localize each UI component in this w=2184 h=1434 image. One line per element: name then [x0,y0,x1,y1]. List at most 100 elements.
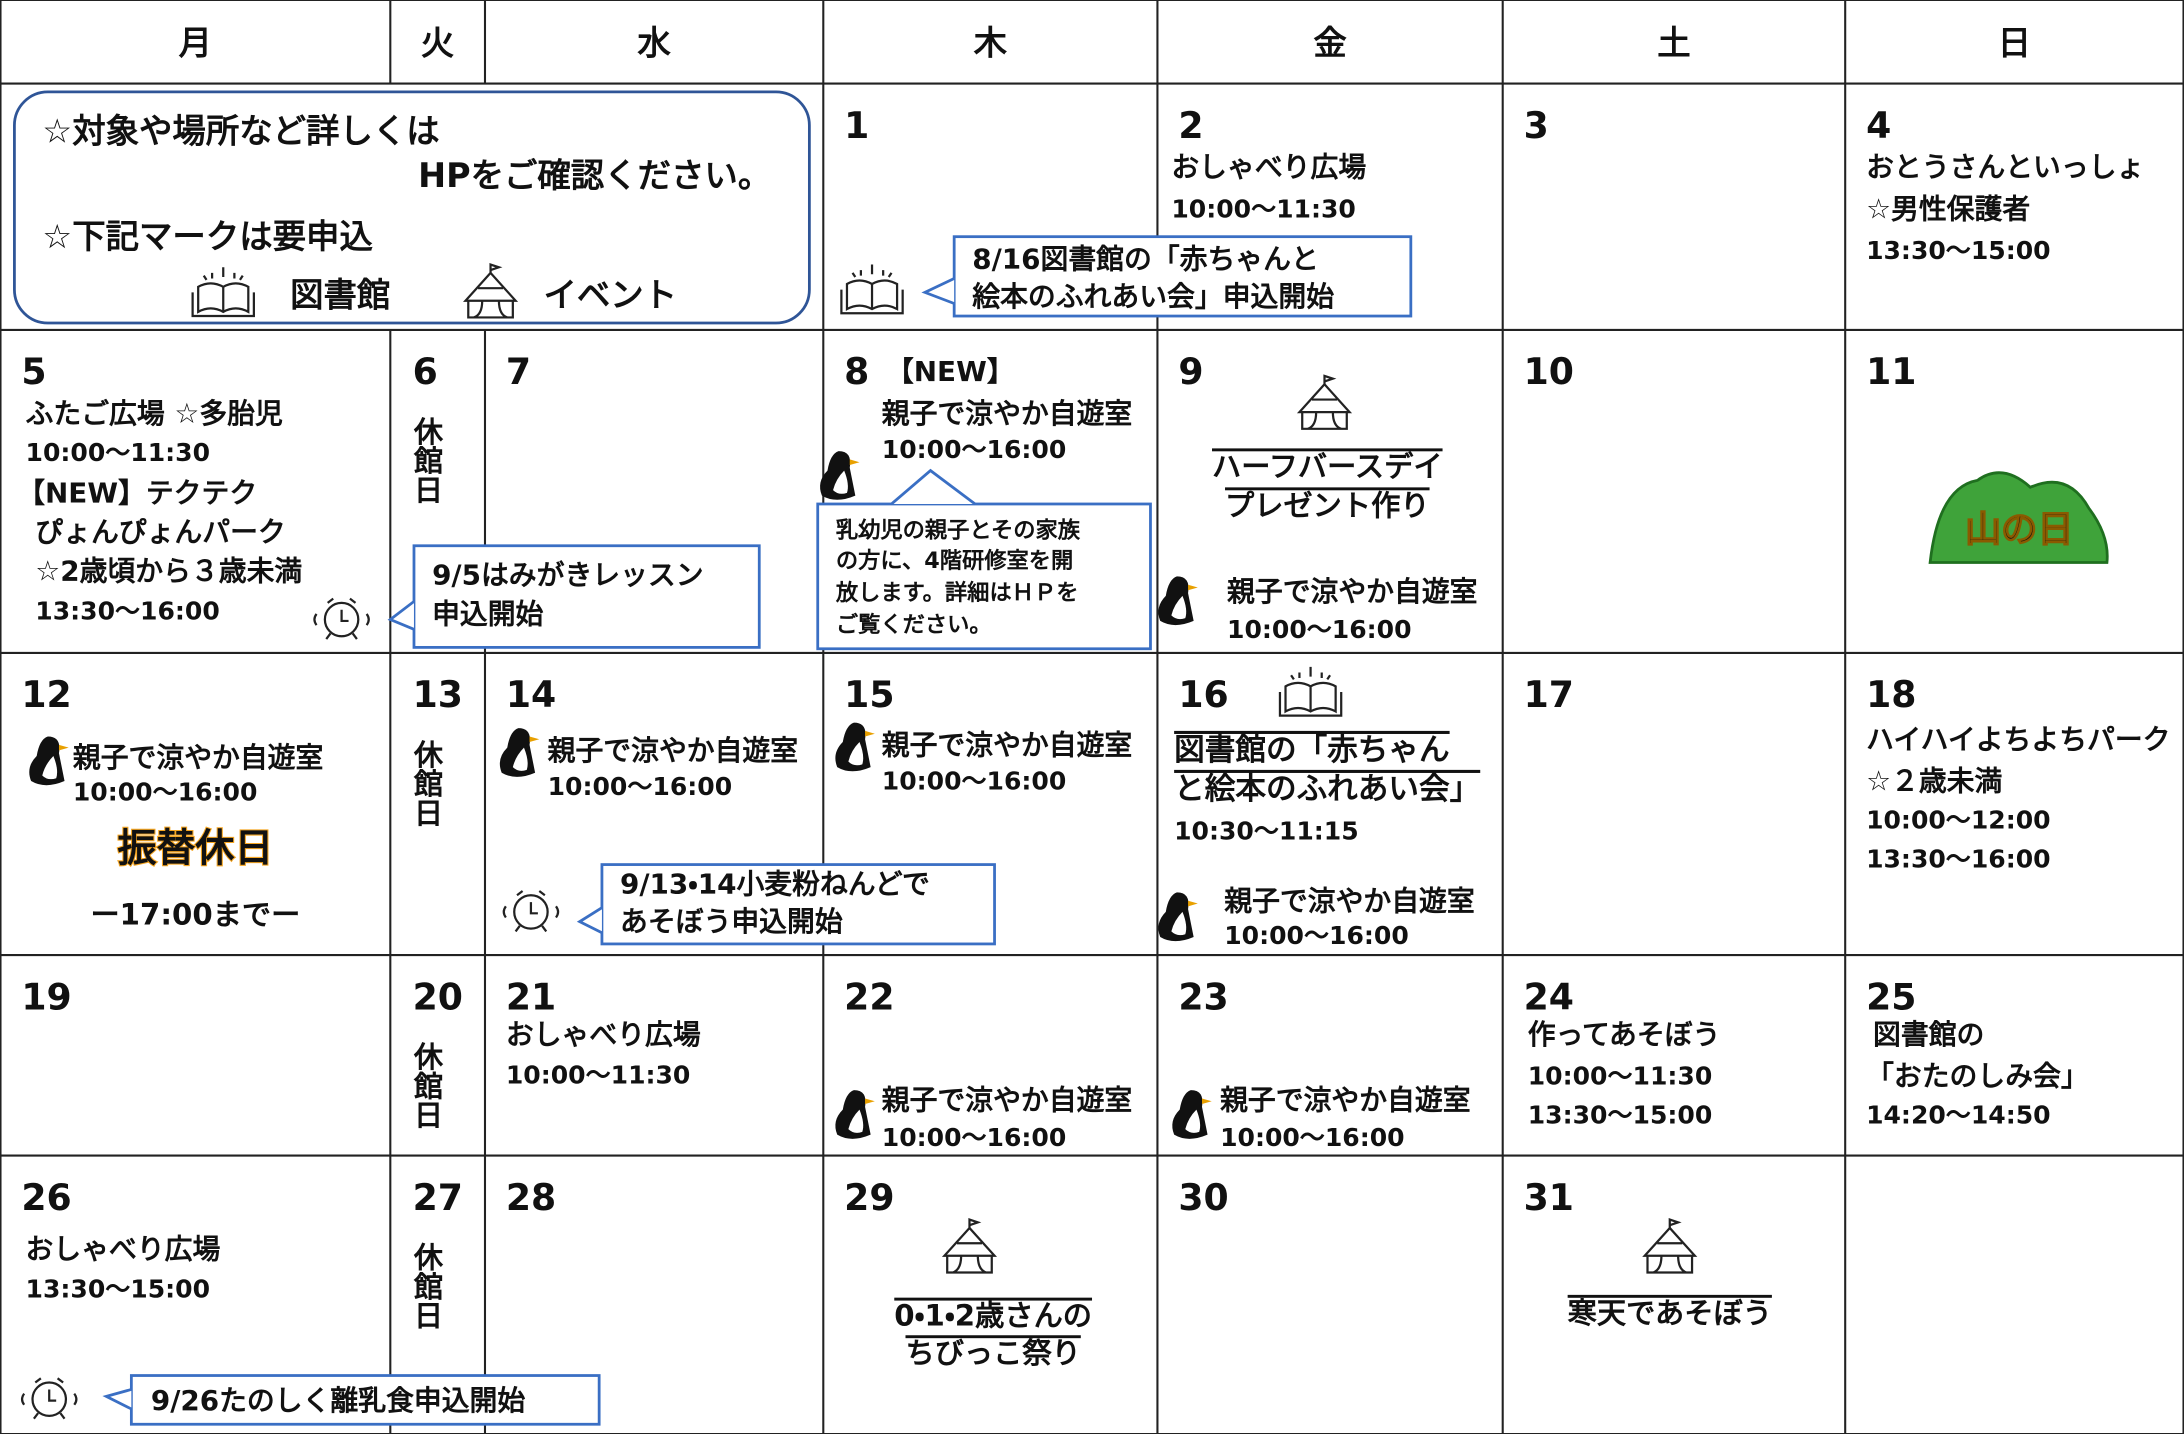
date: 2 [1178,104,1203,147]
icon-shape [58,744,69,751]
date: 11 [1866,350,1916,393]
date: 19 [21,975,71,1018]
day-header: 月 [179,24,212,63]
alarm-icon [313,597,370,640]
callout-text: 9/26たのしく離乳食申込開始 [151,1384,526,1417]
icon-shape [1188,900,1198,907]
icon-shape [502,890,560,933]
penguin-icon [29,736,69,786]
callout-pointer [102,1388,132,1411]
event-icon [462,262,519,319]
event-text: 10:00〜16:00 [548,772,733,801]
callout-box [816,502,1152,651]
penguin-icon [835,722,875,772]
event-text: 10:00〜16:00 [882,767,1067,796]
event-text: 10:00〜16:00 [73,778,258,807]
event-text: 10:00〜16:00 [1227,615,1412,644]
event-text: 10:00〜12:00 [1866,806,2051,835]
date: 17 [1524,673,1574,716]
date: 22 [844,975,894,1018]
event-text: プレゼント作り [1225,488,1430,522]
closed-label: 休館日 [410,416,445,504]
event-text: 図書館の「赤ちゃん [1174,733,1449,768]
event-icon [1296,374,1353,430]
event-text: 親子で涼やか自遊室 [1224,884,1474,917]
notice-text: ☆下記マークは要申込 [42,217,373,256]
icon-shape [941,1218,998,1274]
event-text: 13:30〜16:00 [35,597,220,626]
icon-shape [462,262,519,319]
event-text: 10:00〜11:30 [26,438,211,467]
date: 6 [413,350,438,393]
event-text: ☆2歳頃から３歳未満 [35,554,302,587]
library-icon [1278,666,1343,717]
icon-shape [202,267,244,281]
icon-shape [513,894,549,930]
penguin-icon [1158,576,1198,626]
event-text: 13:30〜15:00 [26,1275,211,1304]
event-text: ちびっこ祭り [905,1336,1080,1370]
day-header: 水 [636,24,671,63]
event-text: 親子で涼やか自遊室 [1220,1083,1470,1116]
alarm-icon [502,890,560,933]
penguin-icon [835,1090,875,1139]
badge-text: 山の日 [1965,508,2074,551]
day-header: 火 [421,24,454,63]
event-text: ☆男性保護者 [1866,192,2030,225]
badge-shape [1928,471,2109,564]
date: 12 [21,673,71,716]
day-header: 木 [973,24,1008,63]
notice-text: HPをご確認ください。 [418,156,771,195]
date: 5 [21,350,46,393]
icon-shape [31,1381,68,1418]
day-header: 金 [1313,24,1347,63]
closed-label: 休館日 [410,1041,445,1129]
callout-box [129,1374,601,1426]
event-text: 10:00〜16:00 [1224,921,1409,950]
callout-text: 8/16図書館の「赤ちゃんと [972,242,1319,275]
callout-box [952,235,1413,318]
icon-shape [42,755,58,780]
icon-shape [865,730,875,737]
event-text: ふたご広場 ☆多胎児 [26,397,283,430]
penguin-icon [1158,892,1198,942]
event-text: 10:30〜11:15 [1174,817,1359,846]
icon-shape [1171,595,1187,620]
day-header: 土 [1657,24,1690,63]
penguin-icon [820,451,860,500]
date: 18 [1866,673,1916,716]
date: 1 [844,104,869,147]
callout-text: 乳幼児の親子とその家族 [836,516,1081,543]
event-text: 親子で涼やか自遊室 [882,1083,1132,1116]
icon-shape [851,264,893,278]
event-icon [1642,1218,1698,1274]
date: 8 [844,350,869,393]
event-text: 【NEW】テクテク [17,476,257,509]
event-text: 親子で涼やか自遊室 [548,734,798,767]
icon-shape [1185,1109,1201,1133]
event-text: 14:20〜14:50 [1866,1101,2051,1130]
event-text: と絵本のふれあい会」 [1174,772,1480,807]
date: 24 [1524,975,1574,1018]
event-text: おしゃべり広場 [1171,151,1366,184]
callout-box [600,863,996,946]
date: 20 [413,975,463,1018]
icon-shape [865,1098,875,1105]
date: 15 [844,673,894,716]
date: 3 [1524,104,1549,147]
icon-shape [833,470,848,494]
callout-text: 申込開始 [432,597,543,630]
callout-text: 9/5はみがきレッスン [432,558,704,591]
notice-text: ☆対象や場所など詳しくは [42,111,439,150]
event-text: 作ってあそぼう [1528,1018,1721,1051]
alarm-icon [20,1377,78,1420]
icon-shape [1171,911,1187,936]
date: 27 [413,1176,463,1219]
date: 10 [1524,350,1574,393]
icon-shape [848,742,864,766]
callout-text: の方に、4階研修室を開 [836,547,1073,574]
icon-shape [1188,584,1198,591]
date: 7 [506,350,531,393]
